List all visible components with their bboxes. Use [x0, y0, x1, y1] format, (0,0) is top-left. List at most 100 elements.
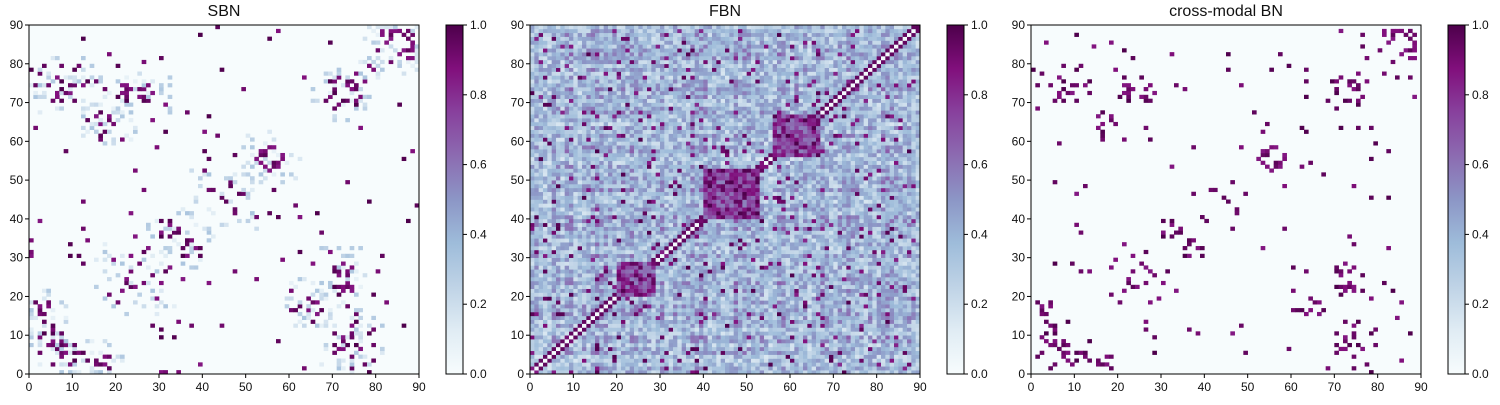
heatmap-cell: [29, 343, 34, 347]
heatmap-cell: [833, 262, 838, 266]
heatmap-cell: [573, 296, 578, 300]
heatmap-cell: [725, 316, 730, 320]
heatmap-cell: [608, 246, 613, 250]
heatmap-cell: [552, 312, 557, 316]
heatmap-cell: [345, 254, 350, 258]
heatmap-cell: [695, 308, 700, 312]
heatmap-cell: [612, 339, 617, 343]
heatmap-cell: [716, 289, 721, 293]
heatmap-cell: [556, 192, 561, 196]
heatmap-cell: [599, 362, 604, 366]
heatmap-cell: [877, 312, 882, 316]
heatmap-cell: [712, 238, 717, 242]
heatmap-cell: [894, 331, 899, 335]
heatmap-cell: [703, 231, 708, 235]
heatmap-cell: [647, 254, 652, 258]
heatmap-cell: [582, 262, 587, 266]
heatmap-cell: [120, 137, 125, 141]
heatmap-cell: [851, 207, 856, 211]
heatmap-cell: [833, 200, 838, 204]
heatmap-cell: [911, 281, 916, 285]
heatmap-cell: [617, 238, 622, 242]
heatmap-cell: [608, 331, 613, 335]
heatmap-cell: [734, 308, 739, 312]
heatmap-cell: [716, 331, 721, 335]
heatmap-cell: [703, 250, 708, 254]
heatmap-cell: [907, 308, 912, 312]
heatmap-cell: [868, 265, 873, 269]
heatmap-cell: [781, 308, 786, 312]
heatmap-cell: [842, 312, 847, 316]
heatmap-cell: [656, 362, 661, 366]
heatmap-cell: [556, 223, 561, 227]
heatmap-cell: [872, 250, 877, 254]
heatmap-cell: [794, 203, 799, 207]
heatmap-cell: [530, 258, 535, 262]
heatmap-cell: [651, 366, 656, 370]
heatmap-cell: [907, 265, 912, 269]
heatmap-cell: [634, 293, 639, 297]
heatmap-cell: [695, 312, 700, 316]
heatmap-cell: [786, 250, 791, 254]
heatmap-cell: [712, 262, 717, 266]
heatmap-cell: [660, 331, 665, 335]
heatmap-cell: [586, 234, 591, 238]
heatmap-cell: [725, 293, 730, 297]
heatmap-cell: [669, 324, 674, 328]
heatmap-cell: [389, 60, 394, 64]
heatmap-cell: [625, 327, 630, 331]
heatmap-cell: [721, 331, 726, 335]
heatmap-cell: [712, 246, 717, 250]
heatmap-cell: [612, 362, 617, 366]
heatmap-cell: [534, 277, 539, 281]
heatmap-cell: [599, 269, 604, 273]
heatmap-cell: [263, 176, 268, 180]
heatmap-cell: [859, 262, 864, 266]
heatmap-cell: [803, 211, 808, 215]
heatmap-cell: [552, 277, 557, 281]
heatmap-cell: [742, 265, 747, 269]
heatmap-cell: [812, 362, 817, 366]
heatmap-cell: [380, 347, 385, 351]
heatmap-cell: [690, 203, 695, 207]
heatmap-cell: [530, 192, 535, 196]
heatmap-cell: [764, 312, 769, 316]
heatmap-cell: [699, 273, 704, 277]
heatmap-cell: [621, 227, 626, 231]
heatmap-cell: [656, 358, 661, 362]
heatmap-cell: [612, 203, 617, 207]
heatmap-cell: [176, 211, 181, 215]
heatmap-cell: [846, 200, 851, 204]
heatmap-cell: [547, 277, 552, 281]
heatmap-cell: [881, 304, 886, 308]
heatmap-cell: [877, 223, 882, 227]
heatmap-cell: [341, 343, 346, 347]
heatmap-cell: [539, 219, 544, 223]
heatmap-cell: [708, 343, 713, 347]
heatmap-cell: [911, 285, 916, 289]
heatmap-cell: [543, 265, 548, 269]
heatmap-cell: [660, 238, 665, 242]
heatmap-cell: [799, 265, 804, 269]
heatmap-cell: [755, 358, 760, 362]
heatmap-cell: [604, 250, 609, 254]
heatmap-cell: [599, 335, 604, 339]
heatmap-cell: [608, 258, 613, 262]
heatmap-cell: [708, 203, 713, 207]
heatmap-cell: [98, 75, 103, 79]
heatmap-cell: [573, 203, 578, 207]
heatmap-cell: [530, 347, 535, 351]
heatmap-cell: [872, 362, 877, 366]
heatmap-cell: [881, 285, 886, 289]
heatmap-cell: [560, 192, 565, 196]
heatmap-cell: [907, 289, 912, 293]
heatmap-cell: [851, 269, 856, 273]
heatmap-cell: [625, 347, 630, 351]
heatmap-cell: [686, 320, 691, 324]
heatmap-cell: [337, 75, 342, 79]
heatmap-cell: [742, 281, 747, 285]
heatmap-cell: [677, 293, 682, 297]
heatmap-cell: [816, 285, 821, 289]
heatmap-cell: [98, 362, 103, 366]
heatmap-cell: [825, 300, 830, 304]
